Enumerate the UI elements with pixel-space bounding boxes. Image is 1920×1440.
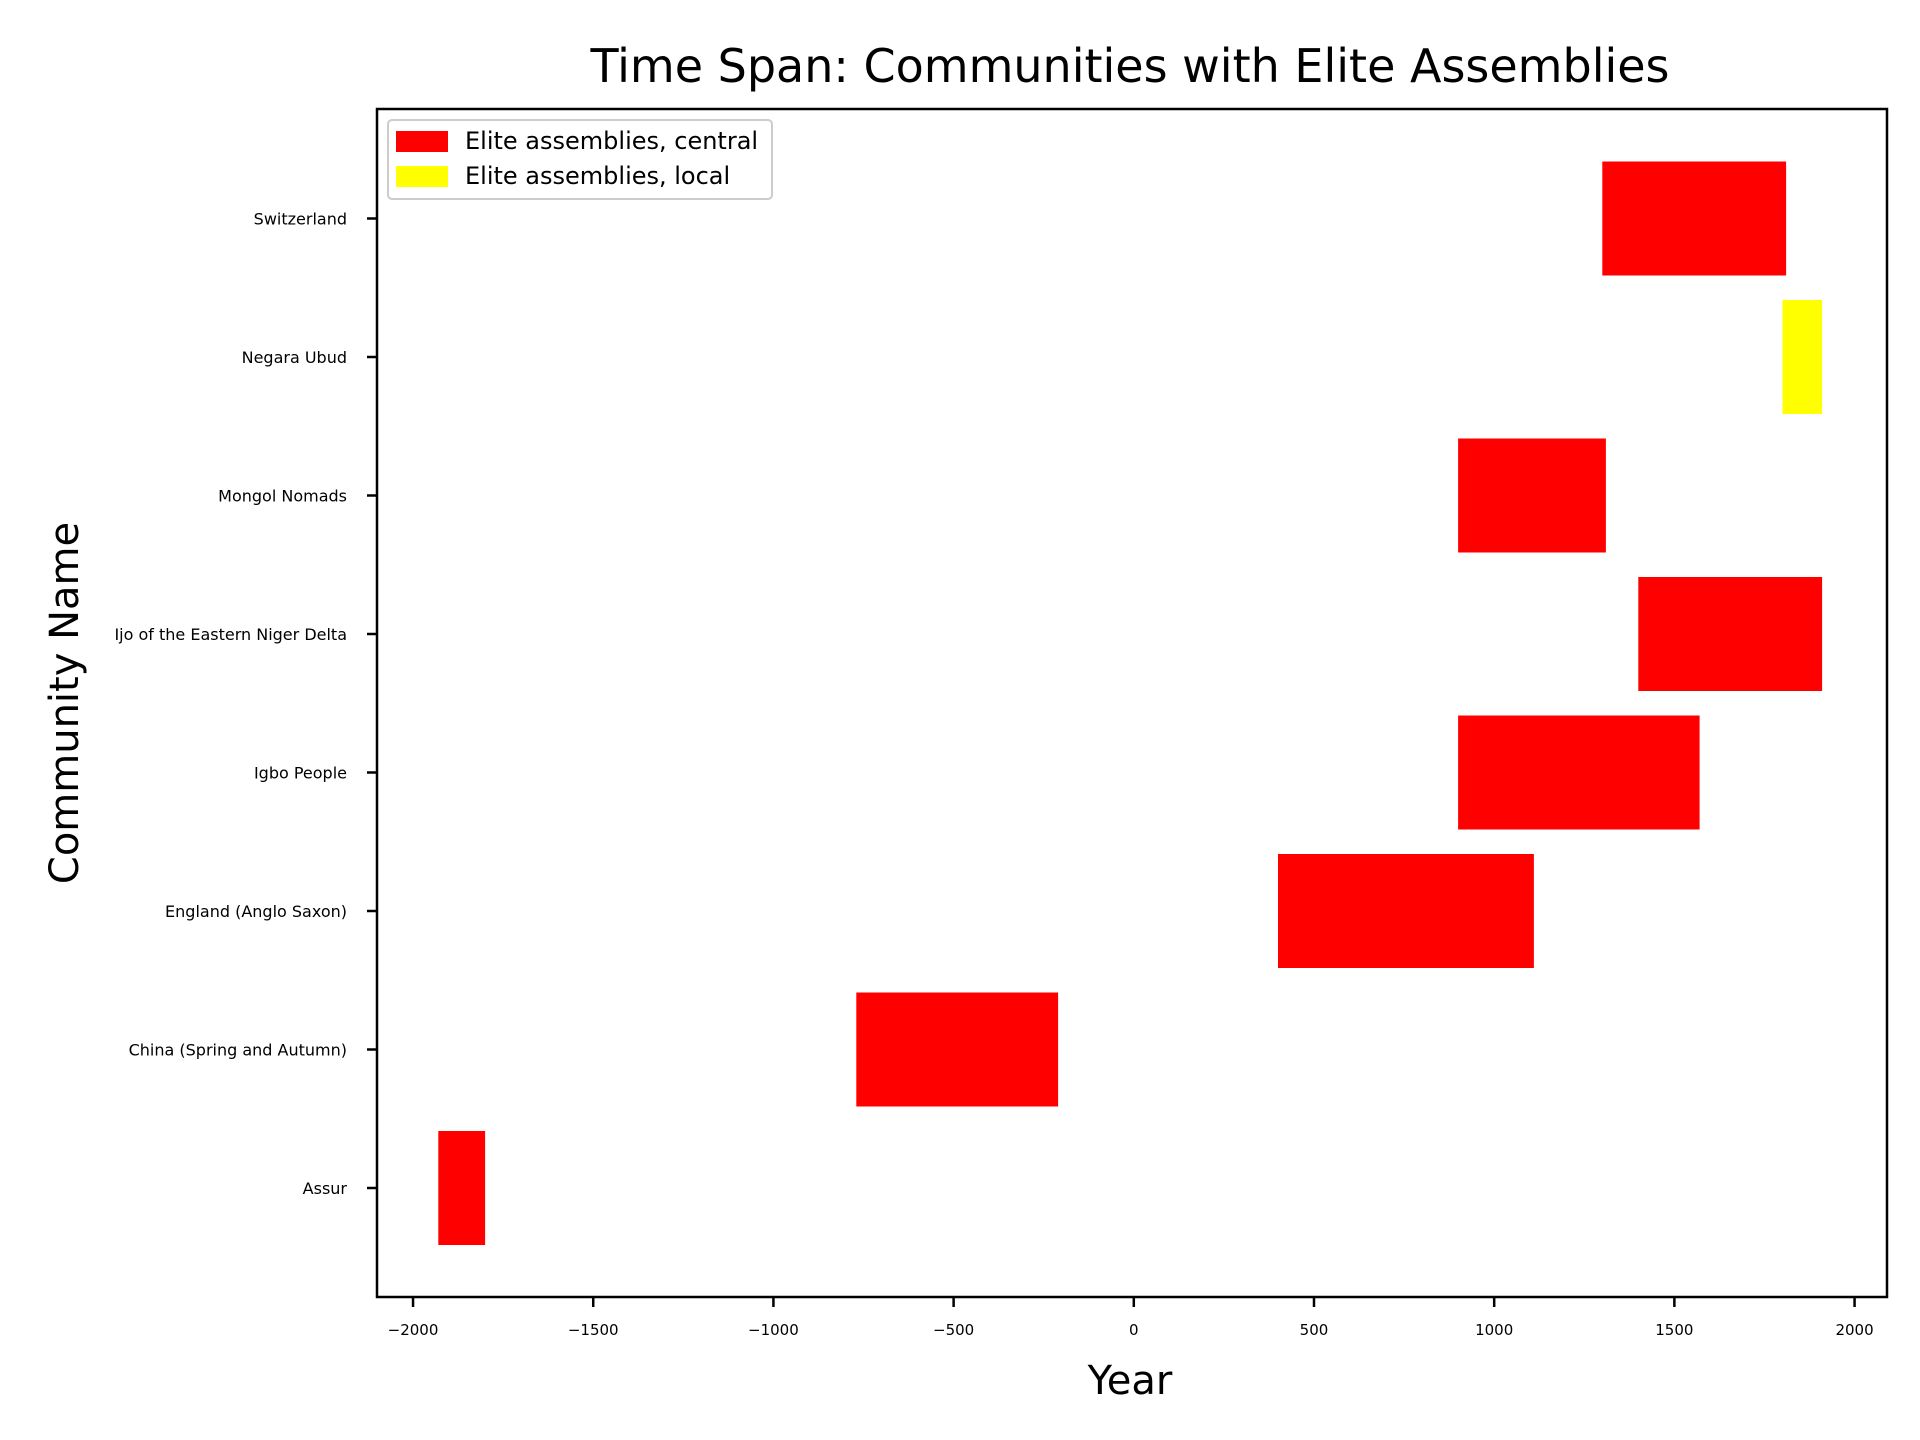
bar-england-anglo-saxon: [1278, 854, 1534, 968]
legend-swatch-central: [396, 131, 448, 152]
y-axis-label: Community Name: [42, 522, 88, 884]
bar-switzerland: [1602, 161, 1787, 276]
x-tick-label: −2000: [388, 1321, 439, 1339]
x-tick-label: 1000: [1475, 1321, 1513, 1339]
bar-assur: [438, 1131, 486, 1245]
plot-area: Assur China (Spring and Autumn) England (A…: [114, 107, 1889, 1339]
legend-label-local: Elite assemblies, local: [465, 162, 730, 190]
chart-title: Time Span: Communities with Elite Assemb…: [589, 39, 1669, 93]
x-tick-label: 1500: [1655, 1321, 1693, 1339]
y-tick-label: Assur: [303, 1179, 348, 1198]
x-tick-label: 2000: [1835, 1321, 1873, 1339]
y-tick-label: Negara Ubud: [242, 348, 347, 367]
legend-label-central: Elite assemblies, central: [465, 127, 758, 155]
legend: Elite assemblies, central Elite assembli…: [387, 119, 773, 200]
bar-china-spring-and-autumn: [856, 992, 1059, 1107]
plot-frame: [375, 107, 1889, 1299]
y-tick-label: Ijo of the Eastern Niger Delta: [114, 625, 347, 644]
y-tick-label: China (Spring and Autumn): [129, 1041, 347, 1060]
x-tick-label: 0: [1129, 1321, 1139, 1339]
bar-mongol-nomads: [1458, 438, 1606, 553]
x-axis-label: Year: [1087, 1358, 1173, 1404]
y-tick-label: Switzerland: [254, 210, 347, 229]
y-tick-label: Mongol Nomads: [218, 487, 347, 506]
bar-negara-ubud: [1782, 300, 1823, 414]
x-tick-label: −500: [933, 1321, 974, 1339]
x-tick-label: 500: [1300, 1321, 1329, 1339]
x-tick-label: −1500: [568, 1321, 619, 1339]
bar-igbo-people: [1458, 715, 1700, 830]
bar-ijo-of-the-eastern-niger-delta: [1638, 577, 1823, 691]
x-tick-label: −1000: [748, 1321, 799, 1339]
y-tick-label: England (Anglo Saxon): [165, 902, 347, 921]
legend-frame: [387, 119, 773, 200]
y-tick-label: Igbo People: [254, 764, 347, 783]
legend-swatch-local: [396, 166, 448, 187]
